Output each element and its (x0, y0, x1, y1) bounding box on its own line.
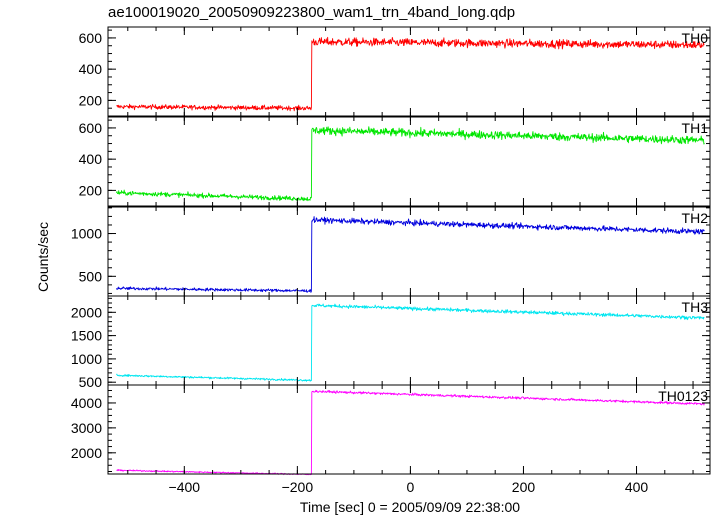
lightcurve-th0 (116, 36, 705, 112)
y-tick-label: 2000 (71, 304, 102, 320)
x-tick-label: 400 (625, 479, 649, 495)
lightcurve-th2 (116, 216, 705, 293)
panels-group: 200 400 600 TH0 200 400 600 TH1 500 1000 TH2 500 100… (71, 26, 711, 495)
panel-frame (107, 26, 711, 117)
panel-th2: 500 1000 TH2 (71, 206, 711, 297)
lightcurve-th3 (116, 303, 705, 382)
y-tick-label: 4000 (71, 395, 102, 411)
y-tick-label: 500 (79, 374, 103, 390)
x-axis-label: Time [sec] 0 = 2005/09/09 22:38:00 (300, 499, 520, 515)
x-tick-label: 200 (512, 479, 536, 495)
panel-frame (107, 116, 711, 207)
y-tick-label: 400 (79, 61, 103, 77)
figure-title: ae100019020_20050909223800_wam1_trn_4ban… (108, 4, 515, 21)
y-tick-label: 1000 (71, 226, 102, 242)
panel-th0123: 2000 3000 4000 TH0123 (71, 384, 711, 476)
y-tick-label: 1500 (71, 328, 102, 344)
y-tick-label: 200 (79, 182, 103, 198)
y-tick-label: 600 (79, 120, 103, 136)
y-tick-label: 2000 (71, 445, 102, 461)
x-tick-label: 0 (407, 479, 415, 495)
y-tick-label: 600 (79, 30, 103, 46)
panel-th0: 200 400 600 TH0 (79, 26, 711, 117)
series-label: TH2 (682, 210, 709, 226)
series-label: TH3 (682, 299, 709, 315)
x-tick-label: −400 (169, 479, 201, 495)
y-tick-label: 400 (79, 151, 103, 167)
series-label: TH0 (682, 30, 709, 46)
y-tick-label: 3000 (71, 420, 102, 436)
y-tick-label: 1000 (71, 351, 102, 367)
x-tick-label: −200 (282, 479, 314, 495)
y-tick-label: 500 (79, 268, 103, 284)
series-label: TH1 (682, 120, 709, 136)
lightcurve-th1 (116, 126, 705, 202)
panel-th3: 500 1000 1500 2000 TH3 (71, 295, 711, 390)
panel-frame (107, 384, 711, 475)
y-tick-label: 200 (79, 92, 103, 108)
y-axis-label: Counts/sec (35, 222, 51, 292)
lightcurve-th0123 (116, 389, 705, 476)
panel-th1: 200 400 600 TH1 (79, 116, 711, 207)
series-label: TH0123 (658, 388, 708, 404)
